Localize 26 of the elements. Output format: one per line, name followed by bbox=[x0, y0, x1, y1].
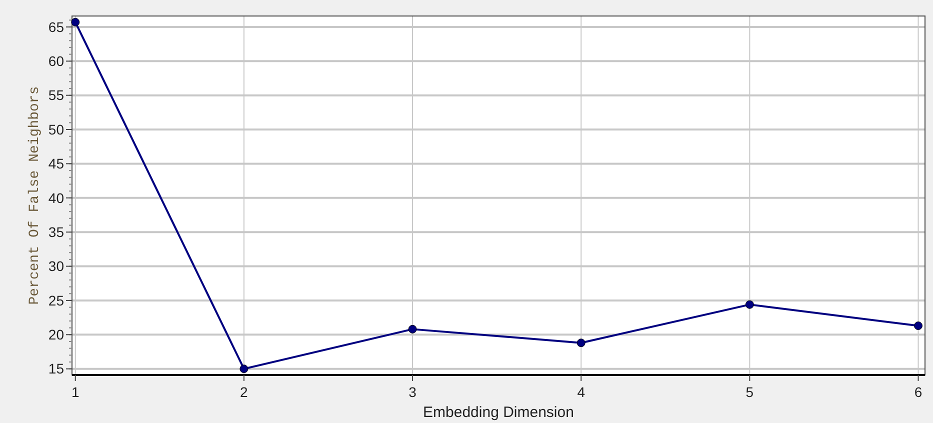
x-tick-label: 5 bbox=[746, 384, 754, 400]
x-axis-title: Embedding Dimension bbox=[423, 404, 574, 421]
y-tick-label: 50 bbox=[48, 121, 64, 138]
x-tick-label: 1 bbox=[71, 384, 80, 400]
y-tick-label: 15 bbox=[48, 360, 64, 377]
x-tick-label: 6 bbox=[914, 384, 922, 400]
y-tick-label: 60 bbox=[48, 53, 64, 70]
point bbox=[576, 338, 586, 348]
y-tick-label: 35 bbox=[48, 224, 64, 240]
y-tick-label: 40 bbox=[48, 190, 64, 206]
y-tick-label: 30 bbox=[48, 258, 64, 274]
x-tick-label: 4 bbox=[577, 384, 586, 400]
y-tick-label: 45 bbox=[48, 156, 64, 172]
point bbox=[914, 322, 923, 330]
line-series bbox=[71, 18, 923, 374]
y-tick-label: 55 bbox=[48, 87, 64, 104]
y-axis-title: Percent Of False Neighbors bbox=[27, 86, 43, 305]
y-tick-label: 25 bbox=[48, 292, 64, 308]
x-tick-label: 2 bbox=[240, 384, 248, 400]
point bbox=[240, 364, 248, 374]
point bbox=[408, 324, 417, 334]
y-tick-label: 65 bbox=[48, 18, 64, 35]
x-tick-label: 3 bbox=[408, 384, 417, 400]
point bbox=[71, 18, 80, 26]
point bbox=[745, 300, 754, 309]
y-tick-label: 20 bbox=[48, 326, 64, 343]
